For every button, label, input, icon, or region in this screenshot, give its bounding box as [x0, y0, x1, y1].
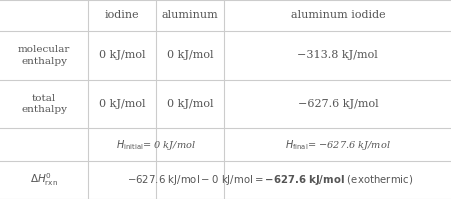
Text: −313.8 kJ/mol: −313.8 kJ/mol [297, 50, 377, 60]
Text: $H_{\mathrm{final}}$= −627.6 kJ/mol: $H_{\mathrm{final}}$= −627.6 kJ/mol [285, 138, 390, 152]
Text: −627.6 kJ/mol: −627.6 kJ/mol [297, 99, 377, 109]
Text: 0 kJ/mol: 0 kJ/mol [166, 50, 212, 60]
Text: 0 kJ/mol: 0 kJ/mol [99, 99, 145, 109]
Text: $-627.6\ \mathrm{kJ/mol} - 0\ \mathrm{kJ/mol} = \mathbf{-627.6\ kJ/mol}\ \mathrm: $-627.6\ \mathrm{kJ/mol} - 0\ \mathrm{kJ… [127, 173, 412, 187]
Text: $\Delta H^{0}_{\mathrm{rxn}}$: $\Delta H^{0}_{\mathrm{rxn}}$ [30, 172, 58, 188]
Text: $H_{\mathrm{initial}}$= 0 kJ/mol: $H_{\mathrm{initial}}$= 0 kJ/mol [116, 138, 195, 152]
Text: total
enthalpy: total enthalpy [21, 94, 67, 114]
Text: 0 kJ/mol: 0 kJ/mol [99, 50, 145, 60]
Text: iodine: iodine [105, 10, 139, 20]
Text: 0 kJ/mol: 0 kJ/mol [166, 99, 212, 109]
Text: molecular
enthalpy: molecular enthalpy [18, 45, 70, 66]
Text: aluminum iodide: aluminum iodide [290, 10, 384, 20]
Text: aluminum: aluminum [161, 10, 218, 20]
